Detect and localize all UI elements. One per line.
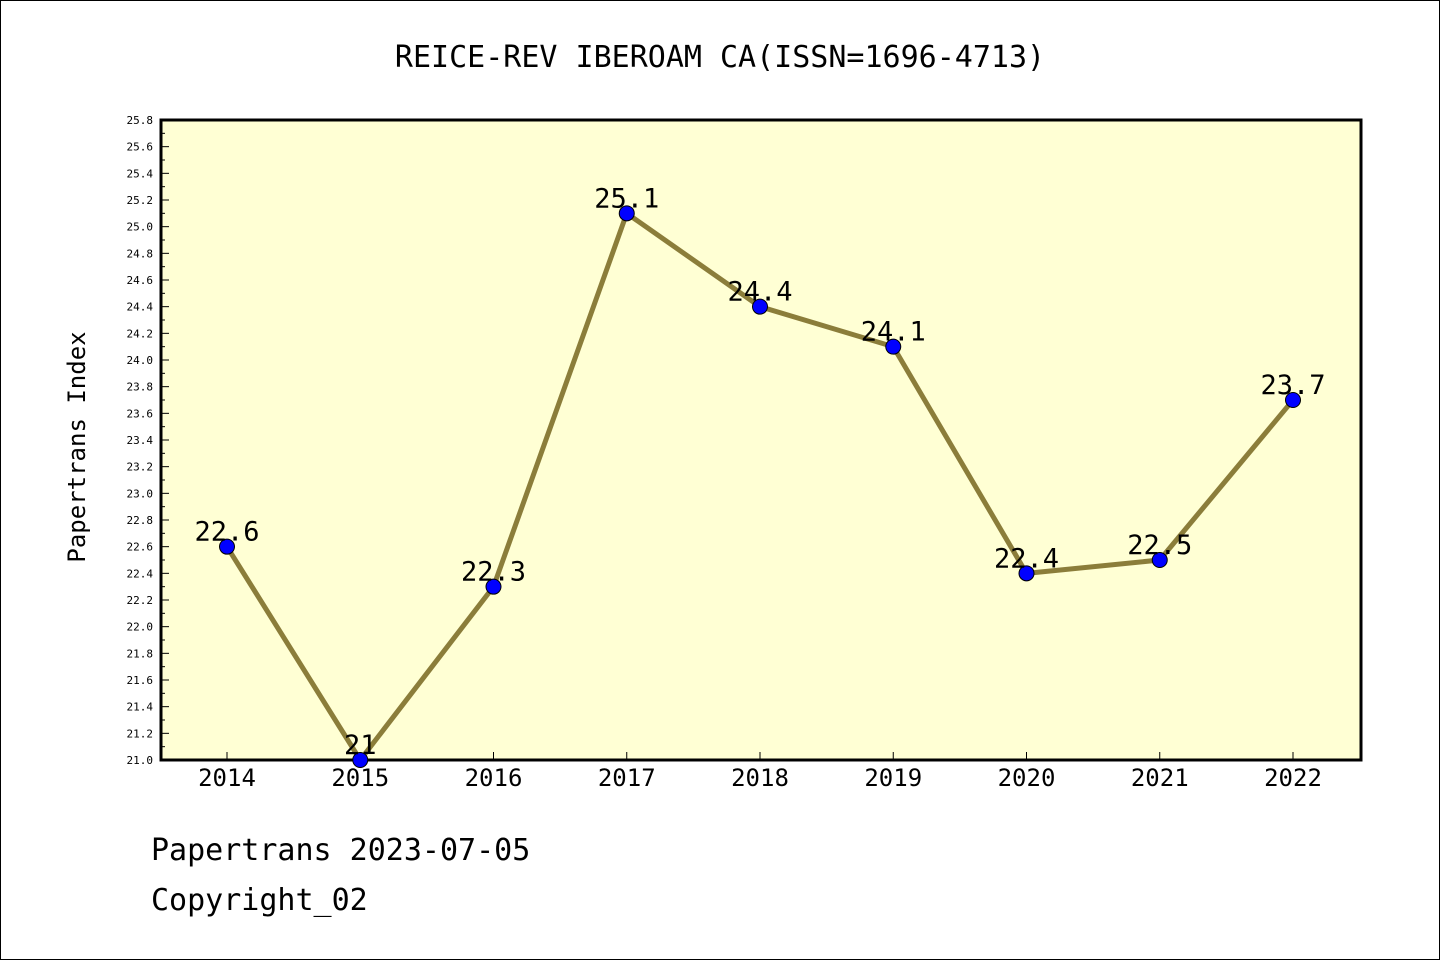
y-tick-label: 23.8 [127,381,154,394]
data-label: 22.4 [994,543,1059,574]
data-labels: 22.6 21 22.3 25.1 24.4 24.1 22.4 22.5 23.7 [194,183,1325,761]
data-label: 24.1 [861,317,926,348]
x-tick-label: 2015 [331,764,389,792]
data-label: 21 [344,730,377,761]
chart-title: REICE-REV IBEROAM CA(ISSN=1696-4713) [395,40,1045,75]
data-point [885,338,902,355]
y-tick-label: 25.0 [127,221,154,234]
data-label: 22.5 [1127,530,1192,561]
x-axis-ticks: 2014 2015 2016 2017 2018 2019 2020 2021 2022 [198,752,1322,792]
data-label: 25.1 [594,183,659,214]
x-tick-label: 2021 [1131,764,1189,792]
y-tick-label: 24.8 [127,247,154,260]
y-tick-label: 21.4 [127,701,154,714]
data-point [219,538,235,555]
y-tick-label: 24.0 [127,354,154,367]
data-point [752,298,768,315]
y-tick-label: 22.4 [127,567,154,580]
x-tick-label: 2014 [198,764,256,792]
y-axis-label: Papertrans Index [63,331,91,562]
data-label: 22.3 [461,557,526,588]
x-tick-label: 2020 [998,764,1056,792]
y-tick-label: 25.8 [127,114,154,127]
data-label: 24.4 [727,277,792,308]
data-point [618,205,635,222]
y-tick-label: 22.6 [127,541,154,554]
y-tick-label: 25.2 [127,194,154,207]
x-tick-label: 2018 [731,764,789,792]
y-tick-label: 23.2 [127,461,154,474]
y-tick-label: 21.8 [127,647,154,660]
y-tick-label: 24.6 [127,274,154,287]
y-tick-label: 22.0 [127,621,154,634]
data-point [485,578,502,595]
x-tick-label: 2017 [598,764,656,792]
plot-area [159,118,1363,762]
data-point [1151,552,1168,568]
y-tick-label: 22.2 [127,594,154,607]
y-tick-label: 21.2 [127,727,154,740]
y-tick-label: 24.2 [127,327,154,340]
y-tick-label: 25.4 [127,167,154,180]
y-tick-label: 23.4 [127,434,154,447]
x-tick-label: 2022 [1264,764,1322,792]
data-point [1018,565,1035,582]
series-markers [219,205,1301,768]
footer-copyright: Copyright_02 [151,883,368,918]
y-tick-label: 23.6 [127,407,154,420]
y-tick-label: 23.0 [127,487,154,500]
y-tick-label: 25.6 [127,141,154,154]
y-tick-label: 21.0 [127,754,154,767]
data-point [352,752,369,768]
y-tick-label: 24.4 [127,301,154,314]
x-tick-label: 2019 [864,764,922,792]
y-tick-label: 22.8 [127,514,154,527]
x-tick-label: 2016 [465,764,523,792]
data-label: 23.7 [1260,370,1325,401]
footer-date: Papertrans 2023-07-05 [151,833,531,868]
y-axis-ticks: 21.0 21.2 21.4 21.6 21.8 22.0 22.2 22.4 22.6 22.8… [127,114,169,767]
y-tick-label: 21.6 [127,674,154,687]
data-point [1285,392,1301,408]
data-label: 22.6 [194,517,259,548]
